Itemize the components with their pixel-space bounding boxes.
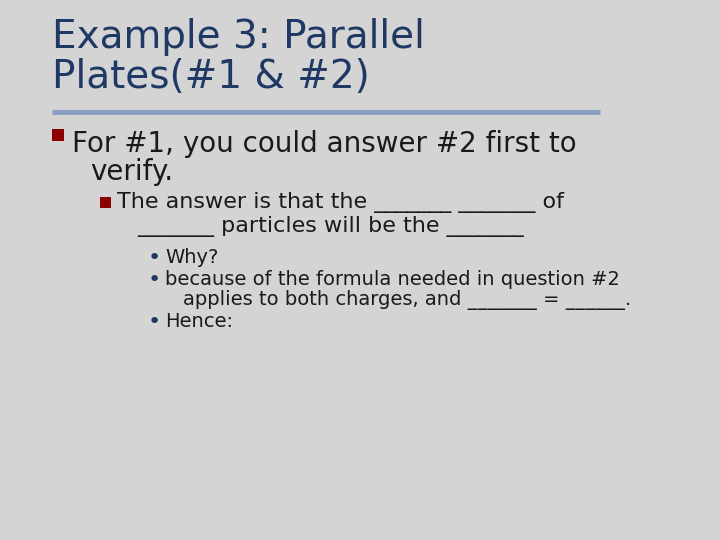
Text: The answer is that the _______ _______ of: The answer is that the _______ _______ o… [117,192,564,213]
Text: because of the formula needed in question #2: because of the formula needed in questio… [165,270,620,289]
Bar [52,129,64,141]
Text: applies to both charges, and _______ = ______.: applies to both charges, and _______ = _… [183,290,631,310]
Text: verify.: verify. [90,158,173,186]
Text: •: • [148,248,161,268]
Text: Plates(#1 & #2): Plates(#1 & #2) [52,58,370,96]
Bar [100,197,111,208]
Text: Hence:: Hence: [165,312,233,331]
Text: For #1, you could answer #2 first to: For #1, you could answer #2 first to [72,130,577,158]
Text: _______ particles will be the _______: _______ particles will be the _______ [137,216,523,237]
Text: Example 3: Parallel: Example 3: Parallel [52,18,425,56]
Text: •: • [148,270,161,290]
Text: •: • [148,312,161,332]
Text: Why?: Why? [165,248,218,267]
